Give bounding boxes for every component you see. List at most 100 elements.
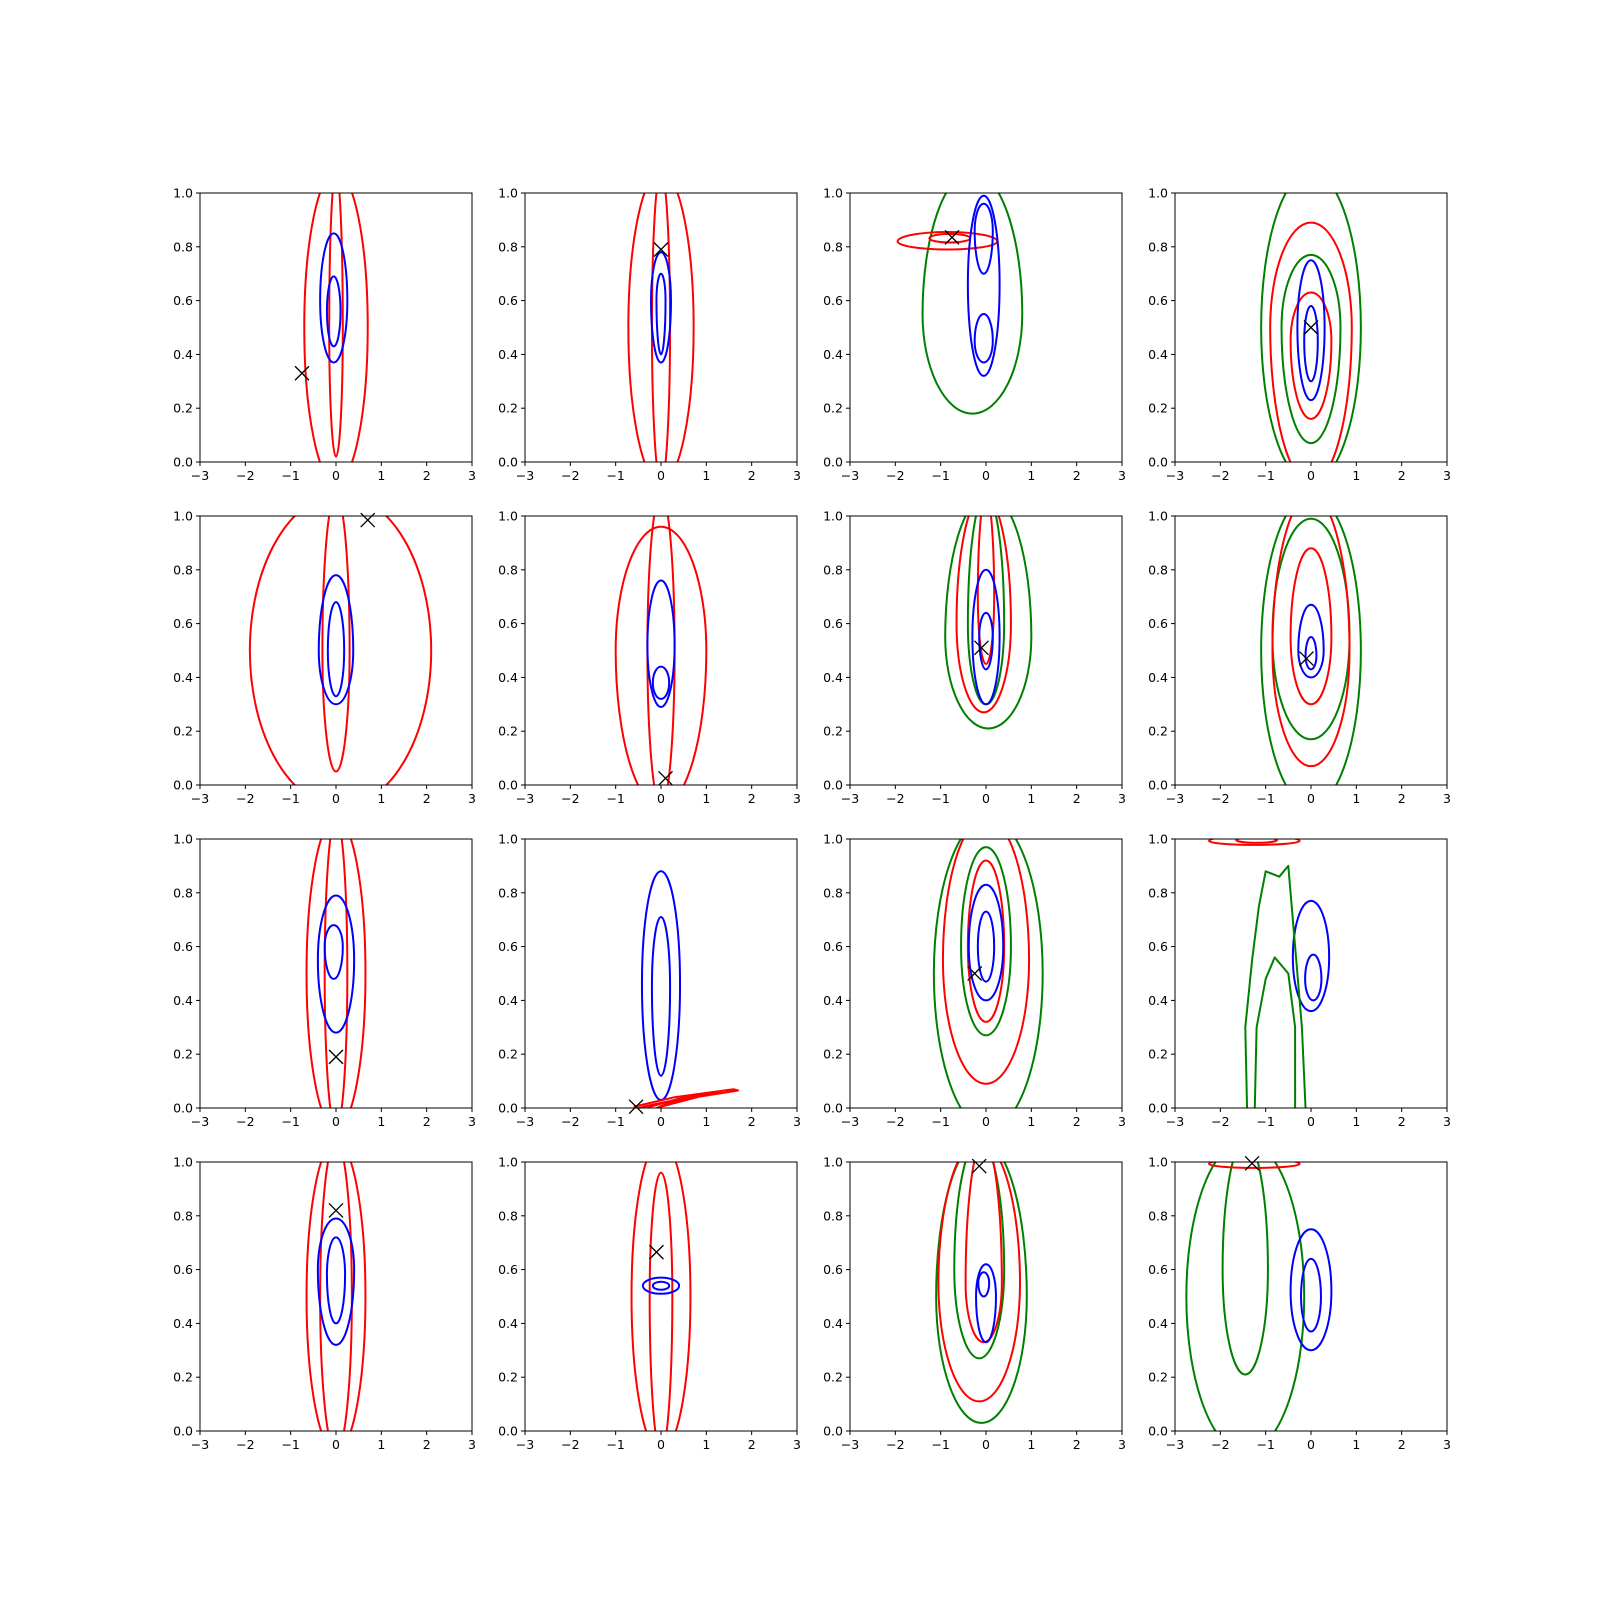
x-tick-label: −2: [1211, 1437, 1229, 1452]
axes-frame: [524, 515, 798, 786]
contour-green-2: [1221, 1162, 1269, 1376]
marker-x: [360, 512, 376, 528]
x-tick-label: −3: [1166, 468, 1184, 483]
x-tick-label: 2: [748, 1114, 756, 1129]
x-tick-label: 1: [1027, 1437, 1035, 1452]
x-tick-label: 1: [702, 468, 710, 483]
y-tick-label: 1.0: [173, 832, 193, 847]
contour-green-1: [1185, 1162, 1306, 1431]
y-tick-label: 0.0: [498, 1424, 518, 1439]
marker-x: [628, 1099, 644, 1115]
contour-red-2: [650, 193, 672, 462]
x-tick-label: 3: [1443, 1114, 1451, 1129]
y-tick-label: 0.6: [498, 293, 518, 308]
marker-x: [649, 1244, 664, 1260]
y-tick-label: 0.6: [1148, 1262, 1168, 1277]
plot-area: [305, 839, 367, 1108]
y-tick-label: 0.4: [1148, 993, 1168, 1008]
x-tick-label: −1: [931, 468, 949, 483]
contour-red-3: [1207, 1162, 1301, 1169]
contour-red-4: [966, 859, 1006, 1023]
axes-frame: [849, 515, 1123, 786]
plot-area: [614, 516, 708, 785]
contour-red-3: [1271, 516, 1351, 768]
x-tick-label: 0: [332, 791, 340, 806]
x-tick-label: 3: [793, 1437, 801, 1452]
axes-frame: [849, 192, 1123, 463]
x-tick-label: 0: [332, 1437, 340, 1452]
axes-frame: [199, 1161, 473, 1432]
x-tick-label: −2: [886, 468, 904, 483]
x-tick-label: 3: [1118, 1114, 1126, 1129]
contour-blue-5: [973, 202, 994, 275]
x-tick-label: 0: [982, 1114, 990, 1129]
y-tick-label: 0.6: [823, 939, 843, 954]
contour-red-2: [955, 516, 1012, 714]
y-tick-label: 0.0: [1148, 455, 1168, 470]
contour-red-4: [1289, 547, 1333, 706]
contour-blue-4: [326, 601, 346, 698]
subplot-8: −3 −2 −1 0 1 2 3 0.0 0.2 0.4 0.6 0.8 1.0: [1148, 509, 1451, 807]
subplot-11: −3 −2 −1 0 1 2 3 0.0 0.2 0.4 0.6 0.8 1.0: [823, 832, 1126, 1130]
y-tick-label: 0.0: [173, 1424, 193, 1439]
contour-blue-4: [323, 924, 344, 980]
contour-blue-3: [317, 574, 355, 706]
x-tick-label: 2: [423, 1437, 431, 1452]
marker-x: [328, 1202, 344, 1218]
subplot-15: −3 −2 −1 0 1 2 3 0.0 0.2 0.4 0.6 0.8 1.0: [823, 1155, 1126, 1453]
plot-area: [896, 193, 1024, 415]
contour-segment-red-2: [642, 1090, 721, 1108]
x-tick-label: 3: [1443, 791, 1451, 806]
y-tick-label: 0.8: [1148, 562, 1168, 577]
x-tick-label: −2: [561, 1114, 579, 1129]
y-tick-label: 0.2: [823, 724, 843, 739]
x-tick-label: 2: [748, 468, 756, 483]
y-tick-label: 0.6: [498, 939, 518, 954]
axes-frame: [199, 838, 473, 1109]
y-tick-label: 0.4: [498, 993, 518, 1008]
x-tick-label: −3: [516, 468, 534, 483]
y-tick-label: 0.4: [1148, 347, 1168, 362]
y-tick-label: 0.8: [823, 1208, 843, 1223]
x-tick-label: 0: [657, 1437, 665, 1452]
y-tick-label: 0.6: [173, 939, 193, 954]
x-tick-label: 2: [748, 791, 756, 806]
contour-blue-3: [646, 579, 676, 708]
x-tick-label: −2: [1211, 468, 1229, 483]
x-tick-label: 1: [702, 791, 710, 806]
x-tick-label: 2: [1398, 791, 1406, 806]
y-tick-label: 1.0: [1148, 186, 1168, 201]
x-tick-label: −2: [886, 1437, 904, 1452]
marker-x: [328, 1049, 344, 1065]
x-tick-label: 1: [1027, 791, 1035, 806]
contour-red-2: [1269, 221, 1353, 462]
contour-red-1: [303, 193, 369, 462]
contour-red-2: [323, 839, 349, 1108]
contour-green-2: [1271, 517, 1351, 741]
axes-frame: [524, 838, 798, 1109]
plot-area: [935, 1162, 1028, 1424]
x-tick-label: −1: [606, 1114, 624, 1129]
marker-x: [658, 770, 673, 786]
x-tick-label: 3: [1118, 1437, 1126, 1452]
marker-x: [944, 229, 960, 245]
marker-x: [1244, 1155, 1260, 1171]
plot-area: [633, 870, 740, 1108]
x-tick-label: 0: [982, 468, 990, 483]
y-tick-label: 0.4: [173, 670, 193, 685]
y-tick-label: 0.0: [823, 1101, 843, 1116]
contour-green-1: [944, 516, 1033, 730]
y-tick-label: 0.8: [1148, 239, 1168, 254]
y-tick-label: 0.0: [498, 1101, 518, 1116]
x-tick-label: −1: [606, 1437, 624, 1452]
y-tick-label: 0.0: [498, 778, 518, 793]
x-tick-label: 0: [332, 468, 340, 483]
x-tick-label: 1: [1027, 468, 1035, 483]
y-tick-label: 0.6: [823, 616, 843, 631]
y-tick-label: 0.8: [498, 562, 518, 577]
y-tick-label: 1.0: [823, 509, 843, 524]
y-tick-label: 0.6: [173, 616, 193, 631]
x-tick-label: −3: [1166, 1437, 1184, 1452]
y-tick-label: 0.4: [823, 1316, 843, 1331]
contour-red-2: [1235, 839, 1279, 844]
